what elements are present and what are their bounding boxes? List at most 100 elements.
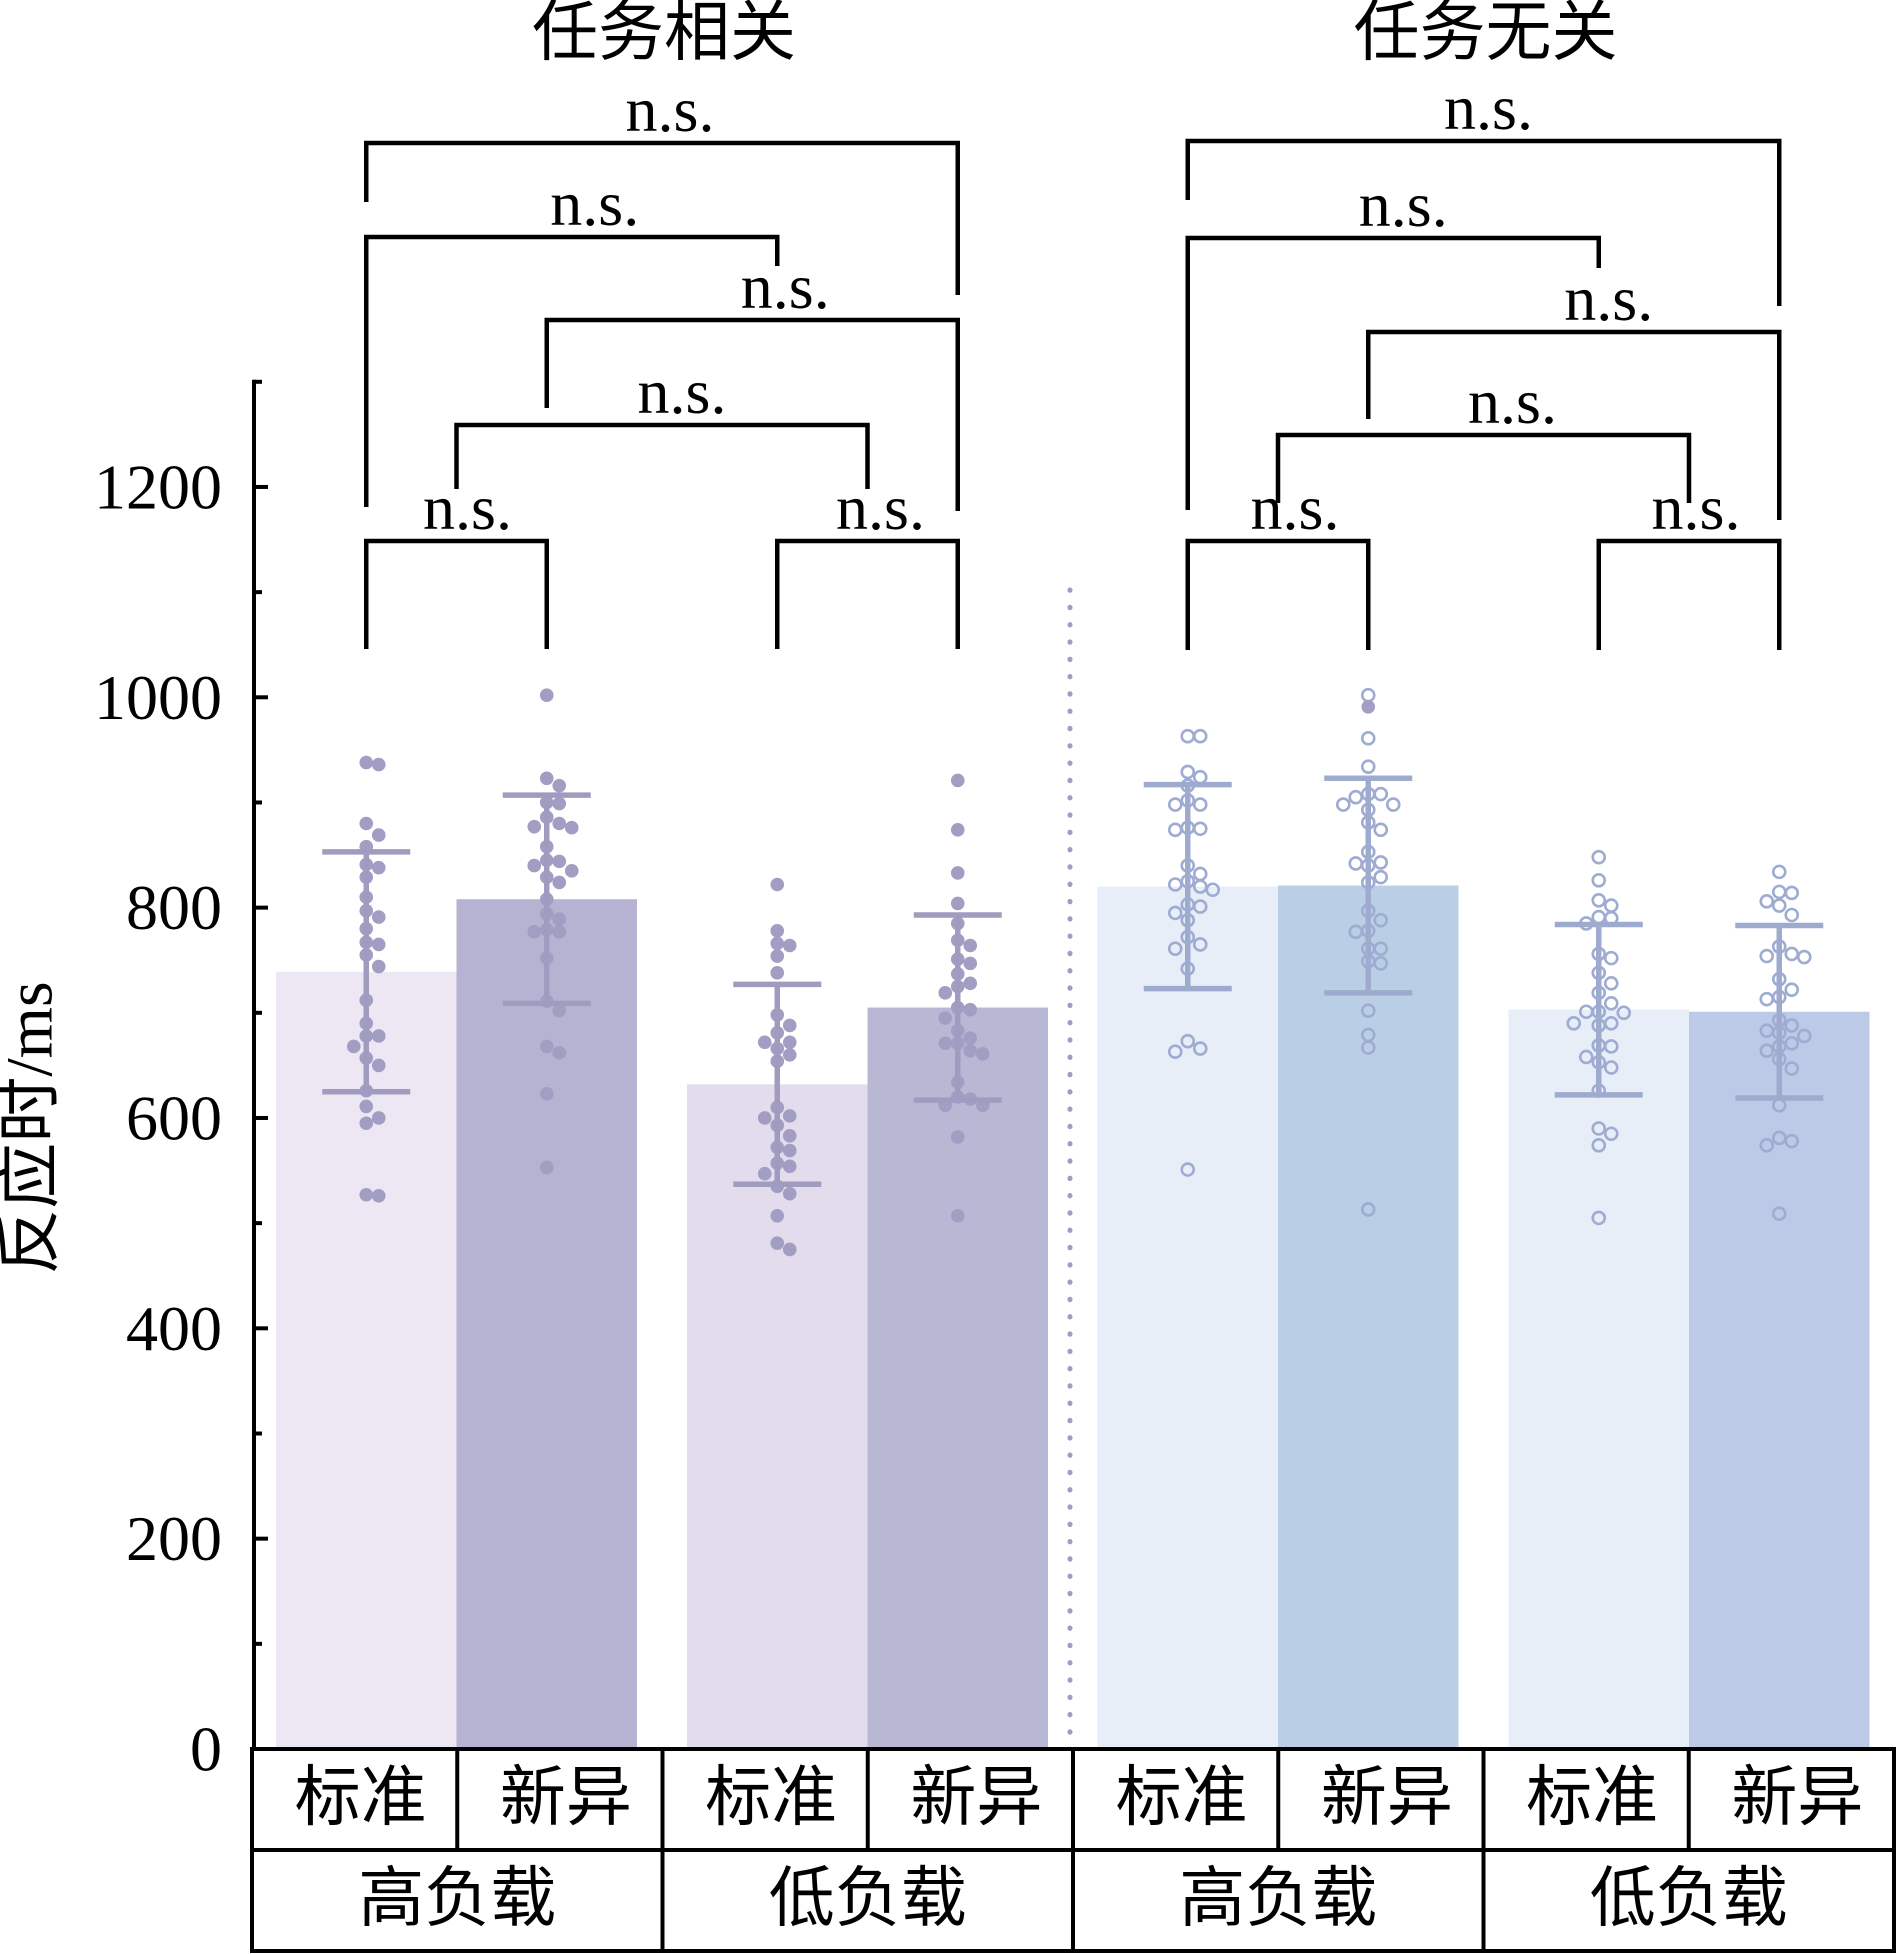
data-point — [1578, 1004, 1594, 1020]
data-point — [950, 866, 965, 880]
data-point — [1796, 949, 1812, 965]
data-point — [1192, 821, 1208, 837]
data-point — [1192, 899, 1208, 914]
x-category-label: 标准 — [295, 1762, 427, 1835]
bar — [1508, 1009, 1689, 1749]
y-tick-label: 1200 — [94, 451, 222, 522]
data-point — [950, 773, 965, 788]
data-point — [770, 1236, 785, 1250]
significance-brackets: n.s.n.s.n.s.n.s.n.s. n.s.n.s.n.s.n.s.n.s.… — [364, 72, 1782, 650]
significance-bracket — [1596, 538, 1782, 650]
significance-label: n.s. — [1652, 472, 1741, 543]
data-point — [1348, 856, 1364, 871]
data-point — [1373, 855, 1389, 870]
x-category-label: 新异 — [910, 1762, 1042, 1835]
data-point — [1205, 882, 1221, 898]
data-point — [371, 1029, 386, 1043]
data-point — [1784, 885, 1800, 901]
data-point — [1360, 1003, 1376, 1019]
significance-label: n.s. — [423, 472, 512, 543]
data-point — [1784, 1018, 1800, 1033]
data-point — [1180, 728, 1196, 744]
significance-bracket — [454, 422, 870, 489]
data-point — [757, 1166, 772, 1181]
data-point — [1360, 687, 1376, 703]
data-point — [1759, 1043, 1775, 1058]
data-point — [950, 1130, 965, 1144]
data-point — [1603, 898, 1619, 913]
data-point — [552, 854, 567, 869]
data-point — [359, 755, 374, 770]
data-point — [371, 1111, 386, 1125]
data-point — [539, 1039, 554, 1054]
bar — [867, 1007, 1048, 1749]
significance-label: n.s. — [638, 356, 727, 427]
data-point — [1373, 786, 1389, 802]
data-point — [371, 757, 386, 772]
significance-label: n.s. — [1251, 472, 1340, 543]
data-point — [1591, 872, 1607, 888]
x-group-label: 低负载 — [769, 1863, 967, 1936]
data-point — [1591, 849, 1607, 865]
data-point — [1373, 941, 1389, 956]
bar — [1689, 1011, 1870, 1749]
significance-bracket — [1366, 329, 1782, 520]
significance-bracket — [1185, 138, 1782, 306]
y-tick-label: 800 — [126, 872, 222, 943]
significance-label: n.s. — [1359, 169, 1448, 240]
data-point — [770, 923, 785, 938]
data-point — [770, 949, 785, 963]
data-point — [1360, 1040, 1376, 1055]
data-point — [1192, 769, 1208, 785]
data-point — [963, 1002, 978, 1017]
data-point — [552, 796, 567, 811]
data-point — [950, 896, 965, 911]
data-point — [782, 1159, 797, 1174]
data-point — [1603, 1126, 1619, 1142]
data-point — [1784, 1061, 1800, 1076]
data-point — [346, 1039, 361, 1054]
significance-label: n.s. — [550, 168, 639, 239]
data-point — [564, 864, 579, 878]
data-point — [1167, 797, 1183, 812]
data-point — [1616, 1005, 1632, 1021]
y-tick-label: 600 — [126, 1082, 222, 1153]
x-category-label: 新异 — [1731, 1762, 1863, 1835]
data-point — [1180, 1162, 1196, 1177]
data-point — [371, 959, 386, 974]
data-point — [782, 1035, 797, 1050]
data-point — [371, 910, 386, 924]
significance-bracket — [1185, 538, 1371, 650]
significance-label: n.s. — [1564, 263, 1653, 334]
data-point — [1759, 948, 1775, 964]
data-point — [782, 938, 797, 953]
y-axis-label: 反应时/ms — [0, 981, 67, 1274]
data-point — [1784, 1036, 1800, 1051]
significance-bracket — [364, 538, 549, 649]
significance-bracket — [544, 317, 960, 511]
significance-bracket — [1185, 235, 1601, 510]
y-tick-label: 1000 — [94, 662, 222, 733]
bar — [456, 899, 637, 1749]
data-point — [782, 1186, 797, 1201]
data-point — [1180, 1033, 1196, 1049]
data-point — [1348, 789, 1364, 805]
data-point — [359, 816, 374, 831]
data-point — [359, 1116, 374, 1131]
data-point — [1167, 905, 1183, 921]
data-point — [1192, 728, 1208, 744]
data-point — [1759, 894, 1775, 909]
x-category-label: 标准 — [1526, 1762, 1658, 1835]
data-point — [963, 1031, 978, 1045]
data-point — [770, 966, 785, 980]
data-point — [782, 1109, 797, 1123]
data-point — [757, 1111, 772, 1125]
data-point — [1771, 898, 1787, 913]
y-tick-label: 0 — [190, 1714, 222, 1785]
data-point — [1603, 950, 1619, 966]
data-point — [1591, 1121, 1607, 1136]
data-point — [1784, 946, 1800, 962]
significance-bracket — [775, 538, 960, 649]
data-point — [1784, 907, 1800, 923]
